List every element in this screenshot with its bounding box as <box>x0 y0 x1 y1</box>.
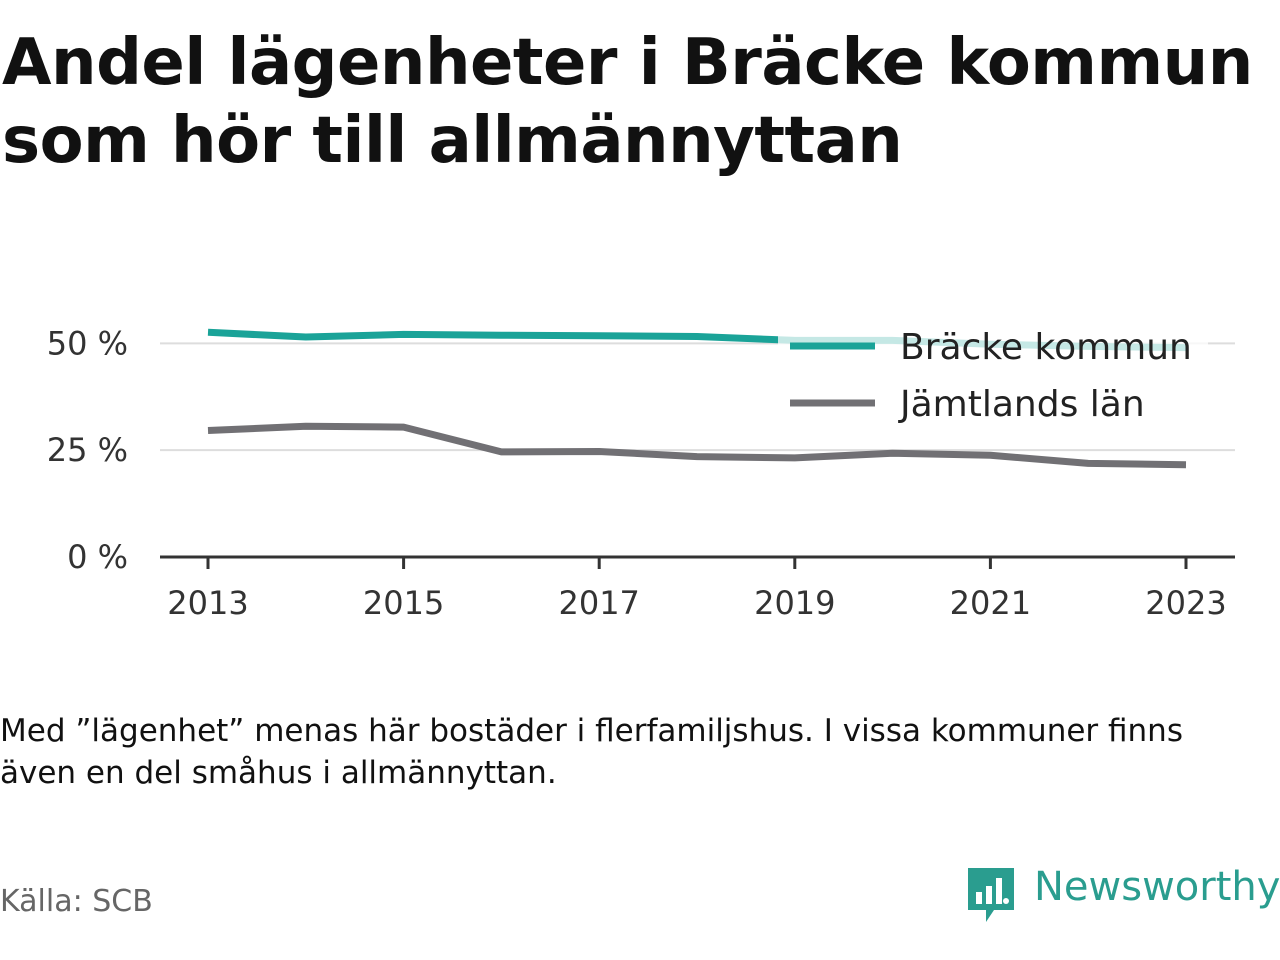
y-tick-label: 50 % <box>47 324 128 362</box>
x-tick-label: 2015 <box>363 584 444 622</box>
brand-name: Newsworthy <box>1034 864 1280 910</box>
source-label: Källa: SCB <box>0 884 153 919</box>
chart-note: Med ”lägenhet” menas här bostäder i fler… <box>0 713 1183 791</box>
y-tick-label: 0 % <box>67 538 128 576</box>
legend: Bräcke kommun Jämtlands län <box>778 325 1208 435</box>
x-tick-label: 2023 <box>1145 584 1226 622</box>
line-chart: 0 % 25 % 50 % 2013 2015 2017 2019 2021 2023 Brä… <box>47 324 1235 622</box>
legend-label: Bräcke kommun <box>900 327 1192 368</box>
x-tick-label: 2021 <box>950 584 1031 622</box>
x-tick-label: 2019 <box>754 584 835 622</box>
series-line-1 <box>207 422 1187 469</box>
legend-label: Jämtlands län <box>898 384 1145 425</box>
x-tick-label: 2013 <box>167 584 248 622</box>
x-tick-label: 2017 <box>558 584 639 622</box>
newsworthy-logo-icon <box>968 868 1014 922</box>
y-axis-ticks: 0 % 25 % 50 % <box>47 324 128 576</box>
chart-title: Andel lägenheter i Bräcke kommun som hör… <box>2 26 1253 178</box>
x-axis-ticks: 2013 2015 2017 2019 2021 2023 <box>167 557 1227 622</box>
y-tick-label: 25 % <box>47 431 128 469</box>
brand-logo: Newsworthy <box>962 862 1280 928</box>
